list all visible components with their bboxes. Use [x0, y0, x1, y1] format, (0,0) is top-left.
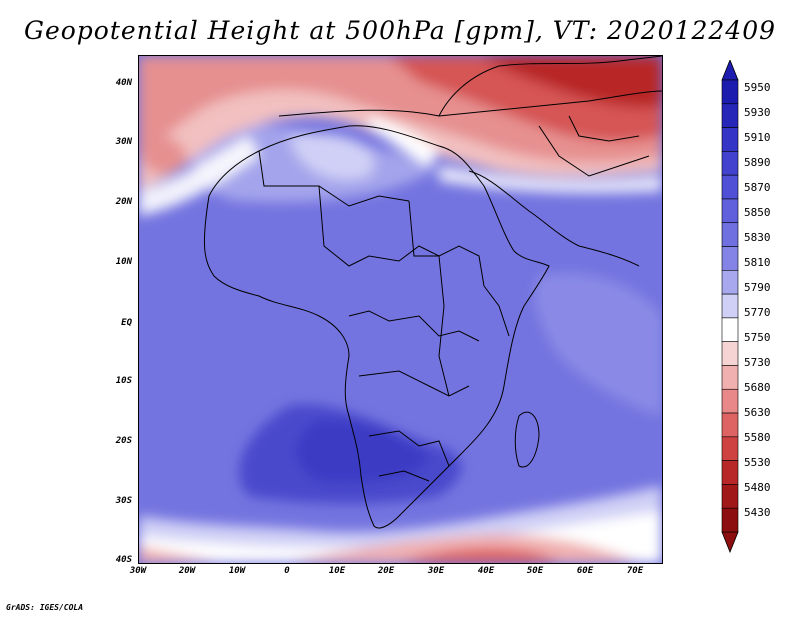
border-line	[378, 470, 430, 482]
colorbar-segment	[721, 151, 739, 176]
lat-label: EQ	[121, 318, 132, 328]
field-atlantic-low	[142, 138, 186, 174]
lon-label: 40E	[477, 566, 495, 576]
field-white-west	[139, 136, 259, 216]
colorbar-level: 5790	[744, 281, 771, 294]
colorbar-segment	[721, 174, 739, 200]
border-line	[538, 125, 650, 177]
lon-label: 10W	[228, 566, 246, 576]
lat-label: 40N	[115, 78, 132, 88]
red-sea-coast	[468, 170, 640, 267]
field-high-core	[296, 420, 429, 483]
colorbar-level: 5530	[744, 456, 771, 469]
border-line	[368, 430, 450, 467]
field-north-core	[479, 56, 662, 108]
colorbar-level: 5930	[744, 106, 771, 119]
colorbar	[721, 60, 739, 554]
border-line	[358, 370, 470, 397]
border-line	[258, 150, 410, 207]
lon-label: 70E	[626, 566, 644, 576]
border-line	[348, 310, 480, 342]
colorbar-segment	[721, 246, 739, 271]
colorbar-segment	[721, 388, 739, 414]
lat-label: 20N	[115, 197, 132, 207]
colorbar-level: 5850	[744, 206, 771, 219]
colorbar-segment	[721, 484, 739, 509]
colorbar-level: 5890	[744, 156, 771, 169]
colorbar-segment	[721, 79, 739, 105]
map-title: Geopotential Height at 500hPa [gpm], VT:…	[23, 16, 777, 45]
field-white-north	[369, 116, 439, 166]
colorbar-segment	[721, 222, 739, 247]
mediterranean-coast	[278, 90, 662, 117]
colorbar-level: 5580	[744, 431, 771, 444]
border-line	[318, 185, 440, 267]
europe-coast	[438, 56, 662, 117]
colorbar-level: 5870	[744, 181, 771, 194]
colorbar-level: 5770	[744, 306, 771, 319]
lon-label: 30W	[129, 566, 147, 576]
colorbar-top-arrow	[721, 60, 739, 81]
lat-label: 20S	[115, 436, 132, 446]
colorbar-segment	[721, 270, 739, 295]
field-south-pink	[289, 534, 639, 563]
map-area[interactable]	[138, 55, 663, 564]
border-line	[483, 285, 510, 337]
lat-label: 30N	[115, 137, 132, 147]
colorbar-segment	[721, 341, 739, 366]
colorbar-segment	[721, 293, 739, 319]
border-line	[438, 255, 450, 397]
colorbar-level: 5950	[744, 81, 771, 94]
lon-label: 50E	[526, 566, 544, 576]
coastlines	[203, 56, 662, 529]
colorbar-level: 5680	[744, 381, 771, 394]
lon-label: 20E	[377, 566, 395, 576]
lon-label: 60E	[576, 566, 594, 576]
colorbar-segment	[721, 127, 739, 152]
colorbar-level: 5730	[744, 356, 771, 369]
field-southwest-pink	[139, 546, 219, 563]
colorbar-level: 5630	[744, 406, 771, 419]
lon-label: 30E	[427, 566, 445, 576]
lat-label: 10N	[115, 257, 132, 267]
colorbar-level: 5480	[744, 481, 771, 494]
geopotential-field	[139, 56, 662, 563]
credit-text: GrADS: IGES/COLA	[6, 603, 84, 612]
lon-label: 20W	[178, 566, 196, 576]
lat-label: 30S	[115, 496, 132, 506]
colorbar-level: 5830	[744, 231, 771, 244]
field-indian-ocean	[535, 273, 662, 416]
field-south-trough	[399, 547, 559, 563]
colorbar-segment	[721, 412, 739, 438]
lon-label: 0	[284, 566, 290, 576]
lon-label: 10E	[328, 566, 346, 576]
africa-coast	[203, 125, 550, 529]
madagascar-coast	[514, 411, 540, 468]
field-white-east	[439, 166, 662, 193]
colorbar-level: 5810	[744, 256, 771, 269]
colorbar-segment	[721, 460, 739, 485]
colorbar-segment	[721, 103, 739, 128]
colorbar-level: 5910	[744, 131, 771, 144]
colorbar-segment	[721, 436, 739, 461]
colorbar-segment	[721, 198, 739, 224]
colorbar-level: 5750	[744, 331, 771, 344]
colorbar-segment	[721, 365, 739, 390]
border-line	[408, 200, 485, 287]
border-line	[568, 115, 640, 142]
colorbar-level: 5430	[744, 506, 771, 519]
field-sahara-light	[289, 133, 375, 180]
lat-label: 10S	[115, 376, 132, 386]
lat-label: 40S	[115, 555, 132, 565]
colorbar-segment	[721, 507, 739, 533]
colorbar-segment	[721, 317, 739, 342]
colorbar-segments	[721, 79, 739, 533]
colorbar-bottom-arrow	[721, 531, 739, 554]
